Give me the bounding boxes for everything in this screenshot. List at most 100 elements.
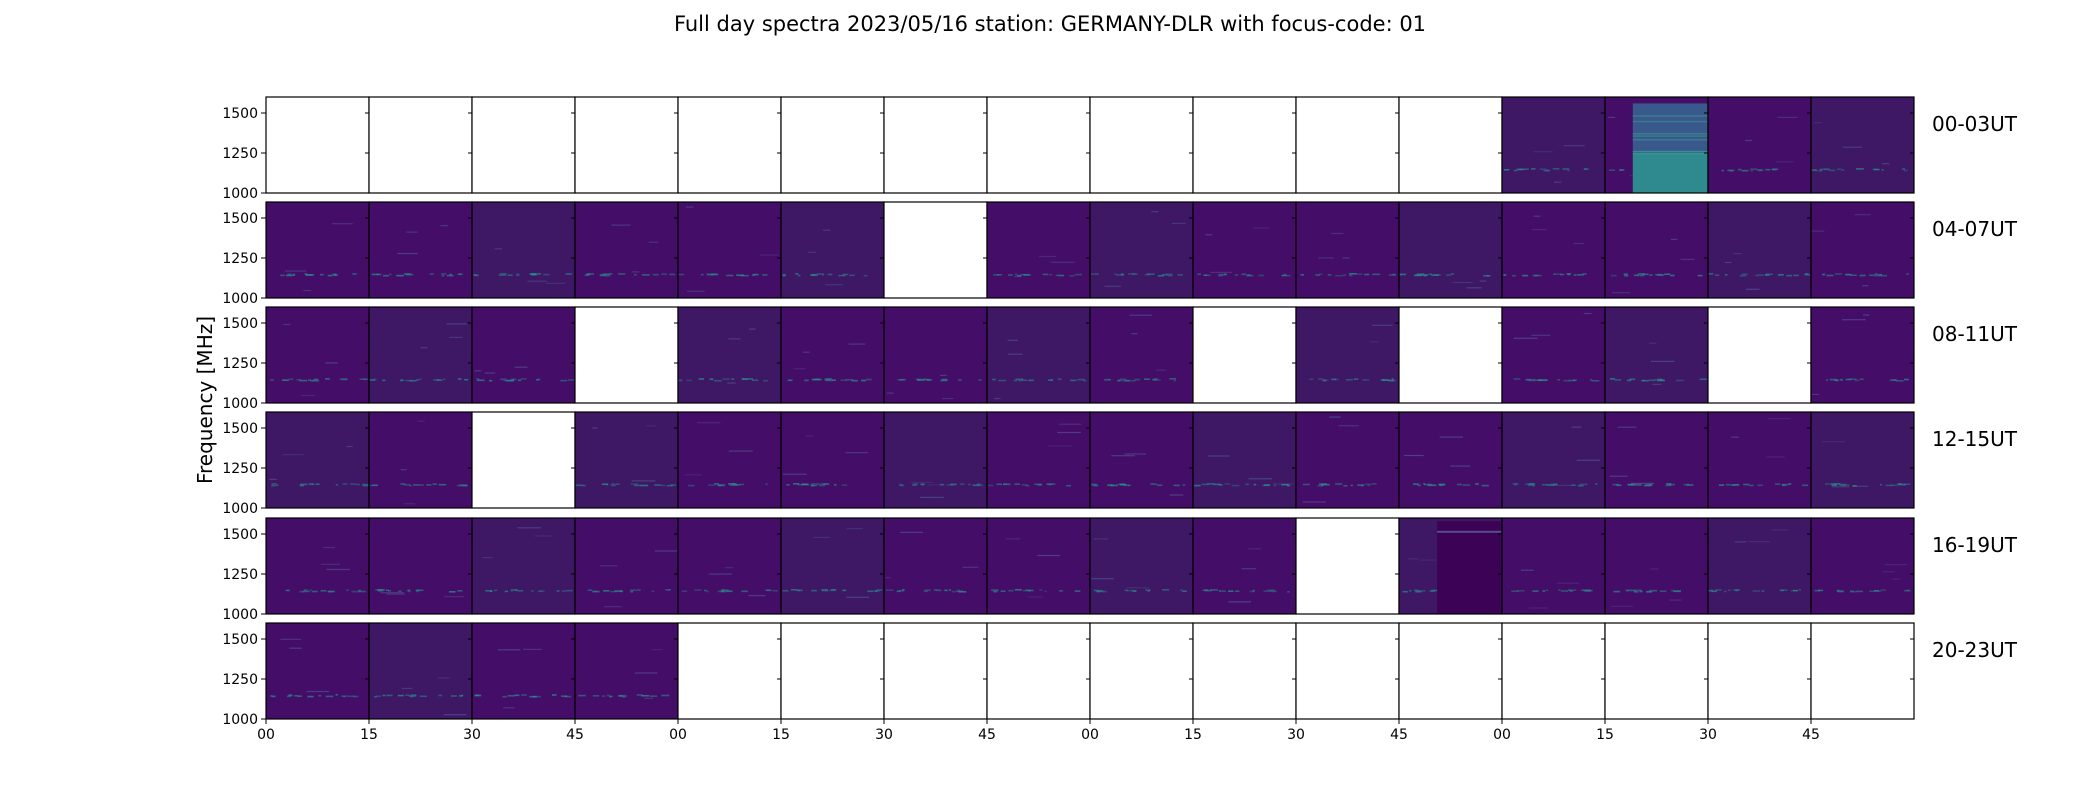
rfi-streak [714, 483, 719, 485]
noise-streak [1371, 324, 1393, 326]
noise-streak [403, 503, 416, 505]
rfi-streak [1610, 378, 1615, 380]
rfi-streak [1625, 589, 1632, 592]
rfi-streak [534, 273, 541, 275]
rfi-streak [287, 695, 292, 698]
rfi-streak [902, 589, 905, 591]
rfi-streak [1611, 274, 1617, 277]
rfi-streak [1875, 590, 1882, 592]
rfi-streak [442, 378, 446, 381]
spectrum-cell [780, 411, 885, 509]
rfi-streak [668, 589, 671, 591]
noise-streak [1151, 211, 1159, 213]
spectrum-bg [884, 518, 987, 614]
spectrum-bg [1811, 307, 1914, 403]
spectrum-cell [780, 622, 885, 720]
noise-streak [1607, 116, 1616, 118]
empty-cell [1296, 518, 1399, 614]
empty-cell [1399, 97, 1502, 193]
spectrum-cell [986, 622, 1091, 720]
rfi-streak [842, 273, 849, 276]
spectrum-bg [1193, 202, 1296, 298]
rfi-streak [1870, 274, 1876, 277]
noise-streak [1205, 234, 1213, 236]
rfi-streak [515, 274, 520, 277]
spectrum-cell [986, 306, 1091, 404]
spectrum-bg [781, 412, 884, 508]
rfi-streak [1091, 483, 1097, 486]
rfi-streak [1218, 590, 1222, 592]
rfi-streak [1093, 589, 1098, 592]
spectrum-bg [1708, 202, 1811, 298]
spectrum-bg [1811, 97, 1914, 193]
spectrum-cell [677, 411, 782, 509]
noise-streak [823, 229, 831, 231]
empty-cell [884, 202, 987, 298]
rfi-streak [565, 273, 573, 275]
rfi-streak [1757, 484, 1763, 487]
rfi-streak [1503, 274, 1507, 276]
noise-streak [646, 425, 656, 427]
y-tick-label: 1000 [222, 607, 258, 623]
rfi-streak [1855, 168, 1864, 170]
spectrum-bg [1090, 518, 1193, 614]
spectrum-bg [781, 518, 884, 614]
noise-streak [962, 566, 979, 568]
rfi-streak [408, 695, 417, 697]
rfi-streak [371, 273, 379, 276]
spectrum-cell [1398, 622, 1503, 720]
rfi-streak [1829, 378, 1837, 381]
rfi-streak [740, 274, 749, 277]
spectrum-cell [677, 306, 782, 404]
empty-cell [369, 97, 472, 193]
rfi-streak [416, 589, 424, 591]
rfi-streak [797, 483, 803, 486]
rfi-streak [1560, 273, 1565, 276]
panel-frame [1810, 201, 1915, 299]
rfi-streak [1028, 379, 1031, 382]
rfi-streak [1859, 274, 1866, 277]
noise-streak [1342, 257, 1350, 259]
noise-streak [446, 323, 467, 325]
rfi-streak [300, 483, 308, 486]
rfi-streak [1182, 484, 1186, 486]
rfi-streak [976, 483, 981, 486]
rfi-streak [1572, 379, 1577, 381]
noise-streak [1466, 287, 1482, 289]
rfi-streak [578, 694, 586, 697]
y-tick-label: 1000 [222, 712, 258, 728]
rfi-streak [1881, 169, 1884, 171]
spectrum-cell [265, 96, 370, 194]
rfi-streak [1372, 273, 1381, 276]
noise-streak [631, 480, 656, 482]
rfi-streak [1315, 274, 1320, 276]
noise-streak [269, 478, 277, 480]
spectrum-cell [1089, 96, 1194, 194]
noise-streak [1725, 261, 1732, 264]
rfi-streak [1854, 379, 1860, 382]
rfi-streak [1014, 589, 1022, 591]
rfi-streak [619, 590, 623, 593]
rfi-streak [1798, 589, 1801, 591]
noise-streak [1731, 436, 1739, 438]
rfi-streak [1636, 274, 1639, 277]
rfi-streak [320, 590, 327, 592]
spectrum-cell [883, 306, 988, 404]
spectrum-cell [1295, 622, 1400, 720]
noise-streak [401, 687, 413, 689]
rfi-streak [1890, 484, 1898, 487]
rfi-streak [1727, 169, 1731, 172]
rfi-streak [1202, 589, 1206, 591]
noise-streak [728, 338, 741, 340]
rfi-streak [1567, 169, 1570, 172]
noise-streak [1609, 475, 1628, 477]
noise-streak [1450, 465, 1470, 467]
rfi-streak [1583, 168, 1587, 170]
rfi-streak [1522, 274, 1529, 277]
spectrum-bg [575, 623, 678, 719]
rfi-streak [968, 483, 971, 486]
noise-streak [1439, 436, 1463, 438]
noise-streak [1111, 455, 1135, 457]
rfi-streak [1708, 273, 1714, 275]
rfi-streak [474, 274, 479, 277]
